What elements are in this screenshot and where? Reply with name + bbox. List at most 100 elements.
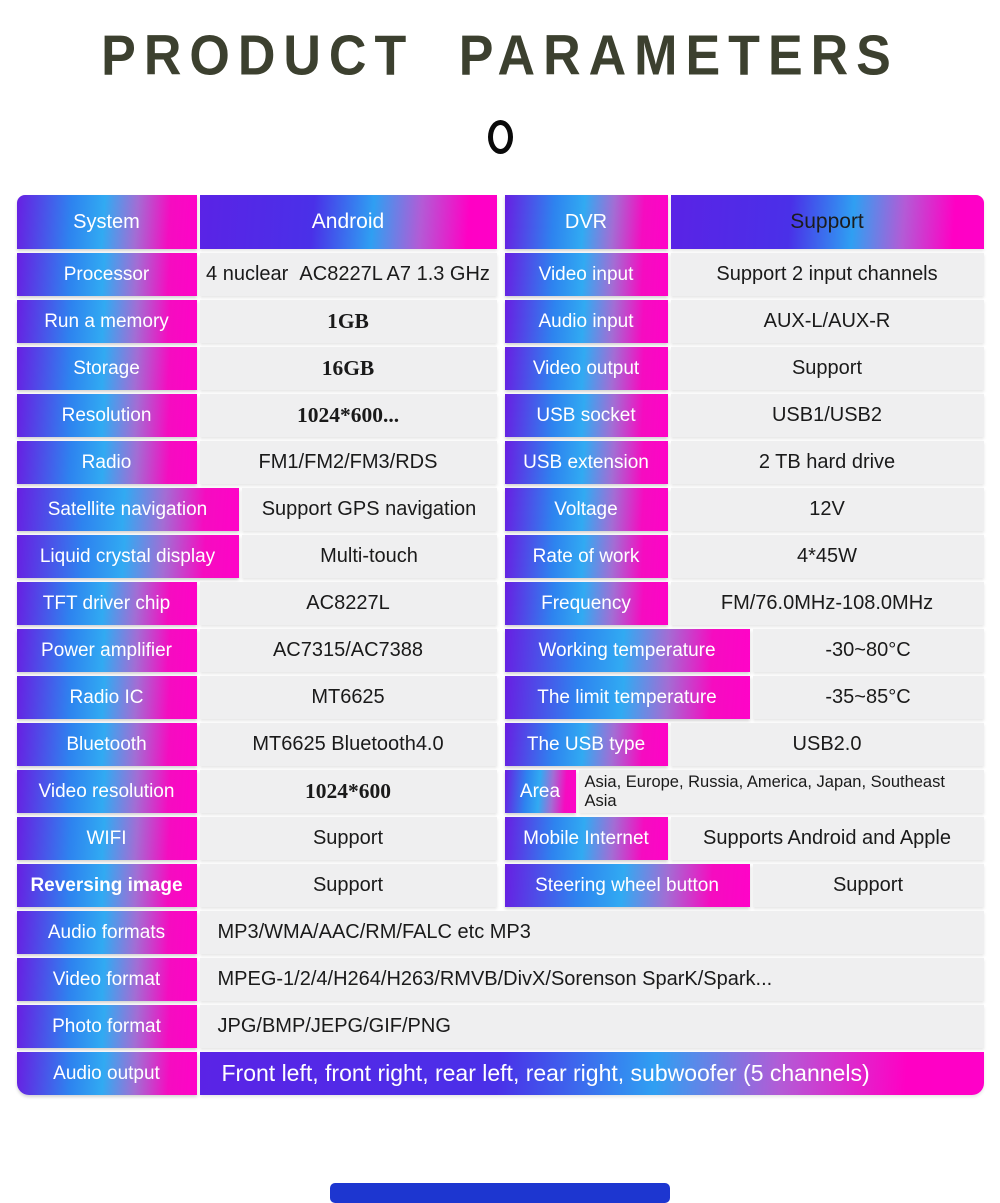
- param-value: 1GB: [199, 300, 497, 343]
- param-value: 4 nuclear AC8227L A7 1.3 GHz: [199, 253, 497, 296]
- table-row: Radio FM1/FM2/FM3/RDS: [16, 441, 497, 484]
- param-value: Front left, front right, rear left, rear…: [199, 1052, 984, 1095]
- table-row: The limit temperature -35~85°C: [504, 676, 984, 719]
- product-parameters-page: PRODUCT PARAMETERS System Android Processo…: [0, 24, 1000, 1203]
- spec-table-left-column: System Android Processor 4 nuclear AC8227L …: [16, 195, 497, 911]
- param-label: Mobile Internet: [504, 817, 668, 860]
- param-label: Radio: [16, 441, 197, 484]
- table-row: System Android: [16, 195, 497, 249]
- table-row: Processor 4 nuclear AC8227L A7 1.3 GHz: [16, 253, 497, 296]
- table-row: Voltage 12V: [504, 488, 984, 531]
- param-label: Frequency: [504, 582, 668, 625]
- param-value: Android: [199, 195, 497, 249]
- param-label: Audio output: [16, 1052, 197, 1095]
- table-row: Radio IC MT6625: [16, 676, 497, 719]
- table-row: Run a memory 1GB: [16, 300, 497, 343]
- param-value: MT6625 Bluetooth4.0: [199, 723, 497, 766]
- param-value: Support: [670, 347, 984, 390]
- table-row: Power amplifier AC7315/AC7388: [16, 629, 497, 672]
- param-label: Radio IC: [16, 676, 197, 719]
- table-row: Video input Support 2 input channels: [504, 253, 984, 296]
- table-row: Reversing image Support: [16, 864, 497, 907]
- param-value: MPEG-1/2/4/H264/H263/RMVB/DivX/Sorenson …: [199, 958, 984, 1001]
- param-value: Support: [199, 817, 497, 860]
- param-value: AC7315/AC7388: [199, 629, 497, 672]
- param-value: USB2.0: [670, 723, 984, 766]
- param-label: Processor: [16, 253, 197, 296]
- bottom-accent-bar: [330, 1183, 670, 1203]
- table-row: Photo format JPG/BMP/JEPG/GIF/PNG: [16, 1005, 984, 1048]
- ring-icon: [487, 120, 513, 154]
- param-value: Support: [752, 864, 984, 907]
- param-label: WIFI: [16, 817, 197, 860]
- param-label: The limit temperature: [504, 676, 750, 719]
- param-value: USB1/USB2: [670, 394, 984, 437]
- param-label: DVR: [504, 195, 668, 249]
- param-label: Voltage: [504, 488, 668, 531]
- table-row: WIFI Support: [16, 817, 497, 860]
- param-value: JPG/BMP/JEPG/GIF/PNG: [199, 1005, 984, 1048]
- table-row: Area Asia, Europe, Russia, America, Japan…: [504, 770, 984, 813]
- param-label: Resolution: [16, 394, 197, 437]
- table-row: Frequency FM/76.0MHz-108.0MHz: [504, 582, 984, 625]
- param-value: FM/76.0MHz-108.0MHz: [670, 582, 984, 625]
- param-value: -30~80°C: [752, 629, 984, 672]
- param-value: Support: [670, 195, 984, 249]
- table-row: Storage 16GB: [16, 347, 497, 390]
- table-row: Video output Support: [504, 347, 984, 390]
- param-label: Audio input: [504, 300, 668, 343]
- param-label: TFT driver chip: [16, 582, 197, 625]
- param-label: USB extension: [504, 441, 668, 484]
- table-row: Bluetooth MT6625 Bluetooth4.0: [16, 723, 497, 766]
- param-value: 1024*600: [199, 770, 497, 813]
- param-label: Video resolution: [16, 770, 197, 813]
- page-title: PRODUCT PARAMETERS: [101, 24, 899, 88]
- table-row: Audio input AUX-L/AUX-R: [504, 300, 984, 343]
- param-value: MT6625: [199, 676, 497, 719]
- param-value: MP3/WMA/AAC/RM/FALC etc MP3: [199, 911, 984, 954]
- param-value: Asia, Europe, Russia, America, Japan, So…: [578, 770, 984, 813]
- param-label: Video format: [16, 958, 197, 1001]
- table-row: Satellite navigation Support GPS navigati…: [16, 488, 497, 531]
- table-row: Audio output Front left, front right, rea…: [16, 1052, 984, 1095]
- param-label: Storage: [16, 347, 197, 390]
- param-value: Supports Android and Apple: [670, 817, 984, 860]
- table-row: Rate of work 4*45W: [504, 535, 984, 578]
- param-label: Rate of work: [504, 535, 668, 578]
- param-label: Video input: [504, 253, 668, 296]
- param-label: Video output: [504, 347, 668, 390]
- spec-table-full-width-rows: Audio formats MP3/WMA/AAC/RM/FALC etc MP3…: [16, 911, 984, 1095]
- param-value: AC8227L: [199, 582, 497, 625]
- param-label: Liquid crystal display: [16, 535, 239, 578]
- table-row: Video format MPEG-1/2/4/H264/H263/RMVB/Di…: [16, 958, 984, 1001]
- param-value: Support: [199, 864, 497, 907]
- param-label: Area: [504, 770, 576, 813]
- table-row: USB extension 2 TB hard drive: [504, 441, 984, 484]
- spec-table-right-column: DVR Support Video input Support 2 input cha…: [504, 195, 984, 911]
- table-row: Mobile Internet Supports Android and Appl…: [504, 817, 984, 860]
- param-value: 16GB: [199, 347, 497, 390]
- param-value: FM1/FM2/FM3/RDS: [199, 441, 497, 484]
- spec-table: System Android Processor 4 nuclear AC8227L …: [16, 195, 984, 1095]
- param-value: Multi-touch: [241, 535, 497, 578]
- param-label: Run a memory: [16, 300, 197, 343]
- table-row: The USB type USB2.0: [504, 723, 984, 766]
- table-row: DVR Support: [504, 195, 984, 249]
- param-label: Steering wheel button: [504, 864, 750, 907]
- param-value: -35~85°C: [752, 676, 984, 719]
- param-label: Audio formats: [16, 911, 197, 954]
- param-label: The USB type: [504, 723, 668, 766]
- table-row: Video resolution 1024*600: [16, 770, 497, 813]
- param-value: Support GPS navigation: [241, 488, 497, 531]
- param-value: 2 TB hard drive: [670, 441, 984, 484]
- param-value: Support 2 input channels: [670, 253, 984, 296]
- param-label: Satellite navigation: [16, 488, 239, 531]
- param-value: AUX-L/AUX-R: [670, 300, 984, 343]
- param-value: 4*45W: [670, 535, 984, 578]
- table-row: USB socket USB1/USB2: [504, 394, 984, 437]
- table-row: Resolution 1024*600...: [16, 394, 497, 437]
- spec-table-columns: System Android Processor 4 nuclear AC8227L …: [16, 195, 984, 911]
- table-row: Working temperature -30~80°C: [504, 629, 984, 672]
- param-label: Power amplifier: [16, 629, 197, 672]
- table-row: Liquid crystal display Multi-touch: [16, 535, 497, 578]
